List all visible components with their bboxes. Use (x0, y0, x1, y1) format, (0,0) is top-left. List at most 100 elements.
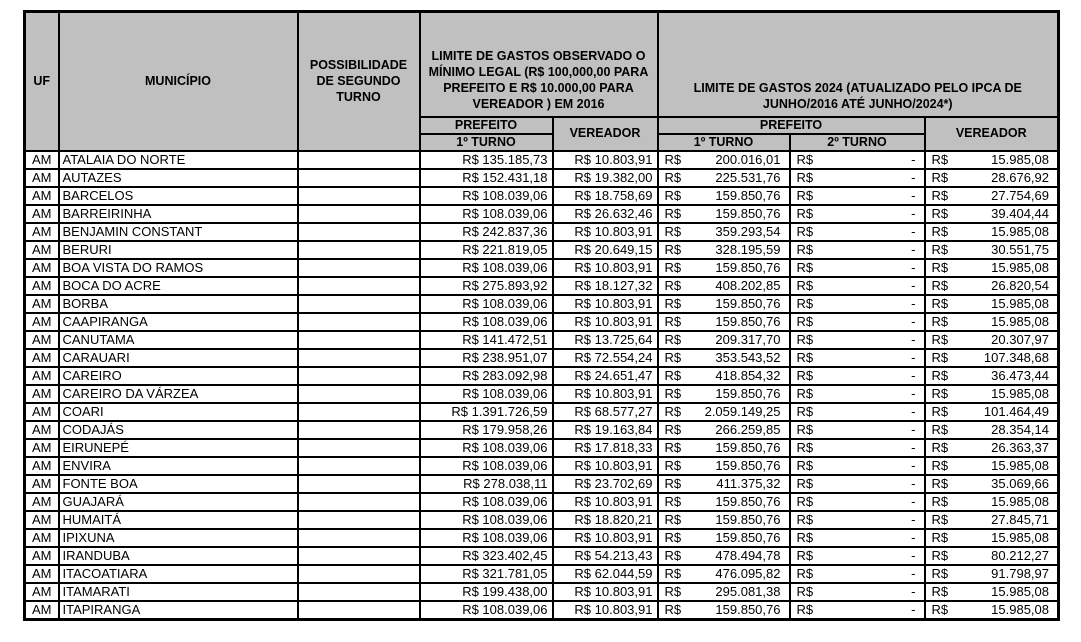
cell-value: - (911, 205, 916, 221)
cell-prefeito-2024-turno1: R$ 2.059.149,25 (656, 401, 791, 422)
currency-symbol: R$ (664, 223, 682, 239)
table-row: AM IPIXUNA R$ 108.039,06 R$ 10.803,91 R$… (23, 527, 1060, 548)
cell-uf: AM (23, 329, 60, 350)
cell-prefeito-2024-turno2: R$ - (788, 149, 926, 170)
header-possibilidade-segundo-turno: POSSIBILIDADE DE SEGUNDO TURNO (296, 10, 421, 152)
cell-vereador-2024: R$ 20.307,97 (923, 329, 1060, 350)
header-municipio: MUNICÍPIO (57, 10, 299, 152)
cell-uf: AM (23, 563, 60, 584)
cell-municipio: CAREIRO (57, 365, 299, 386)
cell-value: 359.293,54 (715, 223, 781, 239)
cell-vereador-2016: R$ 19.163,84 (551, 419, 659, 440)
cell-prefeito-2016: R$ 141.472,51 (418, 329, 554, 350)
header-limite-2016-group: LIMITE DE GASTOS OBSERVADO O MÍNIMO LEGA… (418, 10, 659, 118)
currency-symbol: R$ (931, 565, 949, 581)
cell-value: - (911, 493, 916, 509)
cell-uf: AM (23, 419, 60, 440)
cell-possibilidade (296, 347, 421, 368)
cell-municipio: AUTAZES (57, 167, 299, 188)
cell-prefeito-2024-turno1: R$ 353.543,52 (656, 347, 791, 368)
cell-vereador-2024: R$ 15.985,08 (923, 491, 1060, 512)
cell-value: 15.985,08 (991, 529, 1049, 545)
cell-prefeito-2024-turno2: R$ - (788, 509, 926, 530)
table-row: AM CARAUARI R$ 238.951,07 R$ 72.554,24 R… (23, 347, 1060, 368)
cell-prefeito-2024-turno1: R$ 266.259,85 (656, 419, 791, 440)
cell-value: 209.317,70 (715, 331, 781, 347)
cell-prefeito-2016: R$ 152.431,18 (418, 167, 554, 188)
cell-uf: AM (23, 293, 60, 314)
cell-uf: AM (23, 545, 60, 566)
cell-value: 27.754,69 (991, 187, 1049, 203)
cell-uf: AM (23, 527, 60, 548)
currency-symbol: R$ (796, 241, 814, 257)
cell-municipio: BOA VISTA DO RAMOS (57, 257, 299, 278)
table-row: AM CAAPIRANGA R$ 108.039,06 R$ 10.803,91… (23, 311, 1060, 332)
table-row: AM BERURI R$ 221.819,05 R$ 20.649,15 R$ … (23, 239, 1060, 260)
cell-value: 478.494,78 (715, 547, 781, 563)
currency-symbol: R$ (796, 151, 814, 167)
currency-symbol: R$ (796, 367, 814, 383)
currency-symbol: R$ (931, 457, 949, 473)
cell-municipio: CANUTAMA (57, 329, 299, 350)
cell-vereador-2016: R$ 10.803,91 (551, 581, 659, 602)
cell-value: 36.473,44 (991, 367, 1049, 383)
cell-prefeito-2024-turno1: R$ 159.850,76 (656, 293, 791, 314)
cell-value: 15.985,08 (991, 493, 1049, 509)
cell-value: - (911, 277, 916, 293)
cell-value: - (911, 529, 916, 545)
cell-vereador-2024: R$ 28.676,92 (923, 167, 1060, 188)
cell-prefeito-2016: R$ 108.039,06 (418, 293, 554, 314)
cell-possibilidade (296, 365, 421, 386)
cell-value: 159.850,76 (715, 295, 781, 311)
cell-value: 39.404,44 (991, 205, 1049, 221)
cell-possibilidade (296, 239, 421, 260)
cell-value: - (911, 439, 916, 455)
cell-vereador-2024: R$ 80.212,27 (923, 545, 1060, 566)
cell-municipio: FONTE BOA (57, 473, 299, 494)
cell-prefeito-2024-turno1: R$ 159.850,76 (656, 257, 791, 278)
cell-vereador-2024: R$ 15.985,08 (923, 311, 1060, 332)
cell-uf: AM (23, 221, 60, 242)
cell-value: - (911, 583, 916, 599)
cell-vereador-2024: R$ 15.985,08 (923, 149, 1060, 170)
spending-limits-table: UF MUNICÍPIO POSSIBILIDADE DE SEGUNDO TU… (23, 10, 1060, 621)
cell-vereador-2016: R$ 26.632,46 (551, 203, 659, 224)
cell-vereador-2016: R$ 54.213,43 (551, 545, 659, 566)
cell-value: 15.985,08 (991, 601, 1049, 617)
currency-symbol: R$ (931, 331, 949, 347)
cell-value: 107.348,68 (983, 349, 1049, 365)
cell-value: - (911, 331, 916, 347)
currency-symbol: R$ (664, 367, 682, 383)
cell-prefeito-2016: R$ 108.039,06 (418, 311, 554, 332)
cell-prefeito-2016: R$ 108.039,06 (418, 527, 554, 548)
cell-prefeito-2016: R$ 199.438,00 (418, 581, 554, 602)
currency-symbol: R$ (664, 511, 682, 527)
cell-possibilidade (296, 149, 421, 170)
cell-possibilidade (296, 473, 421, 494)
cell-value: - (911, 349, 916, 365)
cell-value: 476.095,82 (715, 565, 781, 581)
table-row: AM EIRUNEPÉ R$ 108.039,06 R$ 17.818,33 R… (23, 437, 1060, 458)
cell-value: - (911, 385, 916, 401)
cell-value: 20.307,97 (991, 331, 1049, 347)
cell-prefeito-2024-turno1: R$ 328.195,59 (656, 239, 791, 260)
cell-prefeito-2024-turno2: R$ - (788, 563, 926, 584)
cell-prefeito-2024-turno2: R$ - (788, 473, 926, 494)
cell-value: 225.531,76 (715, 169, 781, 185)
currency-symbol: R$ (664, 475, 682, 491)
cell-value: - (911, 421, 916, 437)
currency-symbol: R$ (931, 421, 949, 437)
cell-possibilidade (296, 329, 421, 350)
currency-symbol: R$ (931, 187, 949, 203)
currency-symbol: R$ (796, 511, 814, 527)
cell-value: - (911, 367, 916, 383)
currency-symbol: R$ (931, 475, 949, 491)
cell-uf: AM (23, 383, 60, 404)
currency-symbol: R$ (796, 295, 814, 311)
cell-vereador-2016: R$ 62.044,59 (551, 563, 659, 584)
cell-uf: AM (23, 437, 60, 458)
currency-symbol: R$ (796, 205, 814, 221)
cell-prefeito-2024-turno2: R$ - (788, 347, 926, 368)
currency-symbol: R$ (796, 583, 814, 599)
cell-vereador-2024: R$ 15.985,08 (923, 221, 1060, 242)
